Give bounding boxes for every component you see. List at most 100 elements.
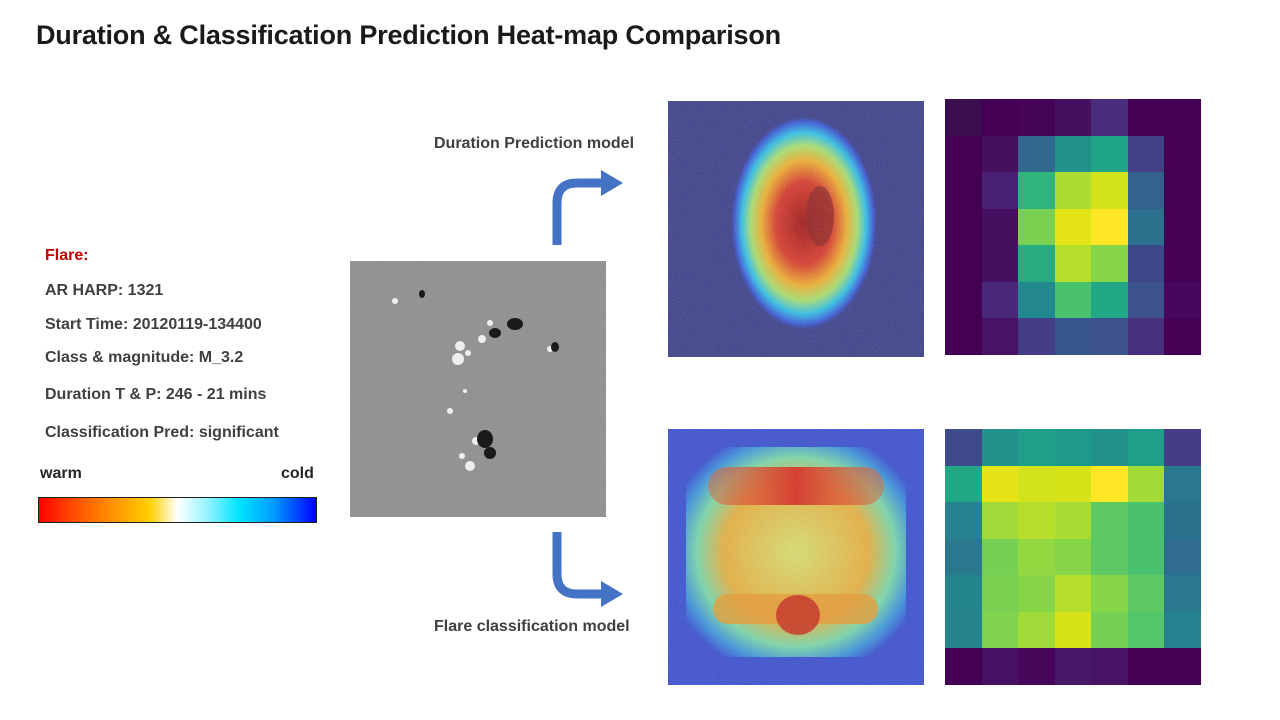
classification-grid-cell — [1164, 575, 1201, 612]
classification-grid-cell — [1018, 575, 1055, 612]
duration-grid-cell — [1164, 318, 1201, 355]
class-magnitude-text: Class & magnitude: M_3.2 — [45, 349, 244, 366]
duration-grid-cell — [1091, 172, 1128, 209]
classification-grid-cell — [1127, 648, 1165, 685]
duration-grid-cell — [1164, 99, 1201, 136]
duration-grid-cell — [1091, 245, 1128, 282]
magnetogram-image — [350, 261, 606, 517]
duration-grid-cell — [945, 318, 982, 355]
arrow-to-classification-icon — [552, 532, 623, 607]
duration-grid-cell — [945, 99, 982, 136]
classification-grid-cell — [1091, 429, 1128, 466]
duration-grid-cell — [1018, 99, 1055, 136]
duration-activation-grid — [945, 99, 1201, 355]
classification-grid-cell — [1018, 502, 1055, 539]
classification-grid-cell — [1054, 502, 1092, 539]
classification-grid-cell — [1054, 429, 1092, 466]
warm-label: warm — [40, 465, 82, 482]
duration-grid-cell — [1127, 281, 1165, 319]
classification-grid-cell — [1018, 611, 1055, 649]
classification-grid-cell — [945, 611, 982, 649]
classification-grid-cell — [981, 575, 1019, 612]
duration-grid-cell — [1164, 281, 1201, 319]
classification-grid-cell — [945, 502, 982, 539]
duration-grid-cell — [1054, 281, 1092, 319]
duration-grid-cell — [1164, 245, 1201, 282]
duration-grid-cell — [1054, 318, 1092, 355]
classification-heatmap-overlay — [668, 429, 924, 685]
classification-grid-cell — [1018, 429, 1055, 466]
classification-grid-cell — [1127, 575, 1165, 612]
classification-grid-cell — [1164, 538, 1201, 576]
classification-grid-cell — [1054, 538, 1092, 576]
classification-grid-cell — [945, 465, 982, 503]
flare-heading: Flare: — [45, 247, 89, 264]
start-time-text: Start Time: 20120119-134400 — [45, 316, 262, 333]
duration-grid-cell — [1164, 172, 1201, 209]
duration-model-label: Duration Prediction model — [434, 135, 635, 152]
classification-grid-cell — [945, 575, 982, 612]
classification-model-label: Flare classification model — [434, 618, 630, 635]
classification-grid-cell — [1164, 648, 1201, 685]
classification-grid-cell — [1164, 429, 1201, 466]
color-scale-bar — [38, 497, 317, 523]
duration-grid-cell — [1091, 281, 1128, 319]
duration-grid-cell — [1018, 135, 1055, 173]
duration-grid-cell — [945, 245, 982, 282]
duration-grid-cell — [1127, 245, 1165, 282]
classification-grid-cell — [981, 538, 1019, 576]
duration-grid-cell — [1127, 135, 1165, 173]
duration-grid-cell — [1164, 135, 1201, 173]
duration-text: Duration T & P: 246 - 21 mins — [45, 386, 267, 403]
classification-grid-cell — [1091, 575, 1128, 612]
classification-pred-text: Classification Pred: significant — [45, 424, 279, 441]
duration-grid-cell — [1054, 135, 1092, 173]
classification-grid-cell — [1091, 465, 1128, 503]
arrow-to-duration-icon — [552, 170, 623, 245]
duration-grid-cell — [1127, 208, 1165, 246]
duration-grid-cell — [981, 281, 1019, 319]
classification-grid-cell — [1164, 502, 1201, 539]
classification-grid-cell — [1127, 502, 1165, 539]
duration-grid-cell — [981, 318, 1019, 355]
duration-grid-cell — [1127, 172, 1165, 209]
duration-grid-cell — [945, 172, 982, 209]
duration-grid-cell — [1018, 318, 1055, 355]
classification-grid-cell — [1091, 648, 1128, 685]
classification-grid-cell — [1018, 465, 1055, 503]
classification-grid-cell — [1018, 648, 1055, 685]
duration-grid-cell — [1054, 245, 1092, 282]
classification-grid-cell — [1164, 611, 1201, 649]
classification-activation-grid — [945, 429, 1201, 685]
duration-grid-cell — [981, 245, 1019, 282]
classification-grid-cell — [981, 429, 1019, 466]
duration-grid-cell — [1018, 172, 1055, 209]
classification-grid-cell — [981, 611, 1019, 649]
classification-grid-cell — [1127, 465, 1165, 503]
classification-grid-cell — [1091, 538, 1128, 576]
ar-harp-text: AR HARP: 1321 — [45, 282, 164, 299]
duration-grid-cell — [1018, 281, 1055, 319]
classification-grid-cell — [981, 648, 1019, 685]
classification-grid-cell — [1054, 575, 1092, 612]
duration-grid-cell — [1127, 99, 1165, 136]
duration-grid-cell — [981, 135, 1019, 173]
classification-grid-cell — [945, 648, 982, 685]
duration-grid-cell — [1127, 318, 1165, 355]
duration-grid-cell — [945, 281, 982, 319]
classification-grid-cell — [981, 465, 1019, 503]
classification-grid-cell — [1127, 611, 1165, 649]
duration-grid-cell — [1018, 245, 1055, 282]
classification-grid-cell — [1164, 465, 1201, 503]
classification-grid-cell — [1054, 611, 1092, 649]
duration-grid-cell — [945, 135, 982, 173]
duration-grid-cell — [1164, 208, 1201, 246]
classification-grid-cell — [1127, 538, 1165, 576]
duration-grid-cell — [1054, 208, 1092, 246]
duration-grid-cell — [1091, 135, 1128, 173]
duration-grid-cell — [1054, 172, 1092, 209]
duration-grid-cell — [1091, 208, 1128, 246]
classification-grid-cell — [945, 429, 982, 466]
classification-grid-cell — [981, 502, 1019, 539]
classification-grid-cell — [945, 538, 982, 576]
